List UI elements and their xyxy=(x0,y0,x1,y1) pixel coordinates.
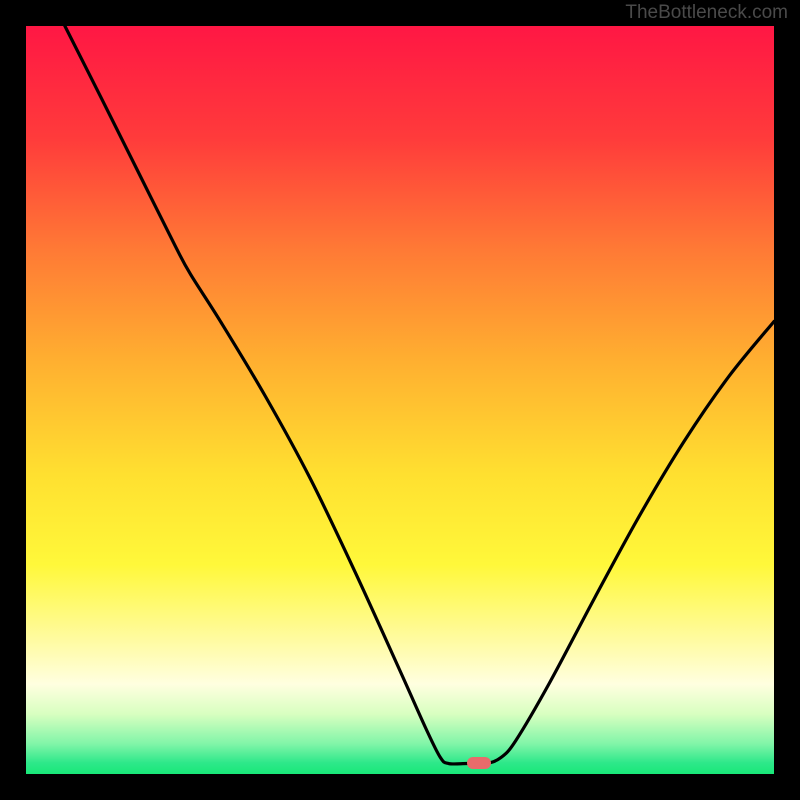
bottleneck-curve xyxy=(26,26,774,774)
optimum-marker xyxy=(467,757,491,769)
plot-area xyxy=(26,26,774,774)
watermark-text: TheBottleneck.com xyxy=(625,2,788,24)
